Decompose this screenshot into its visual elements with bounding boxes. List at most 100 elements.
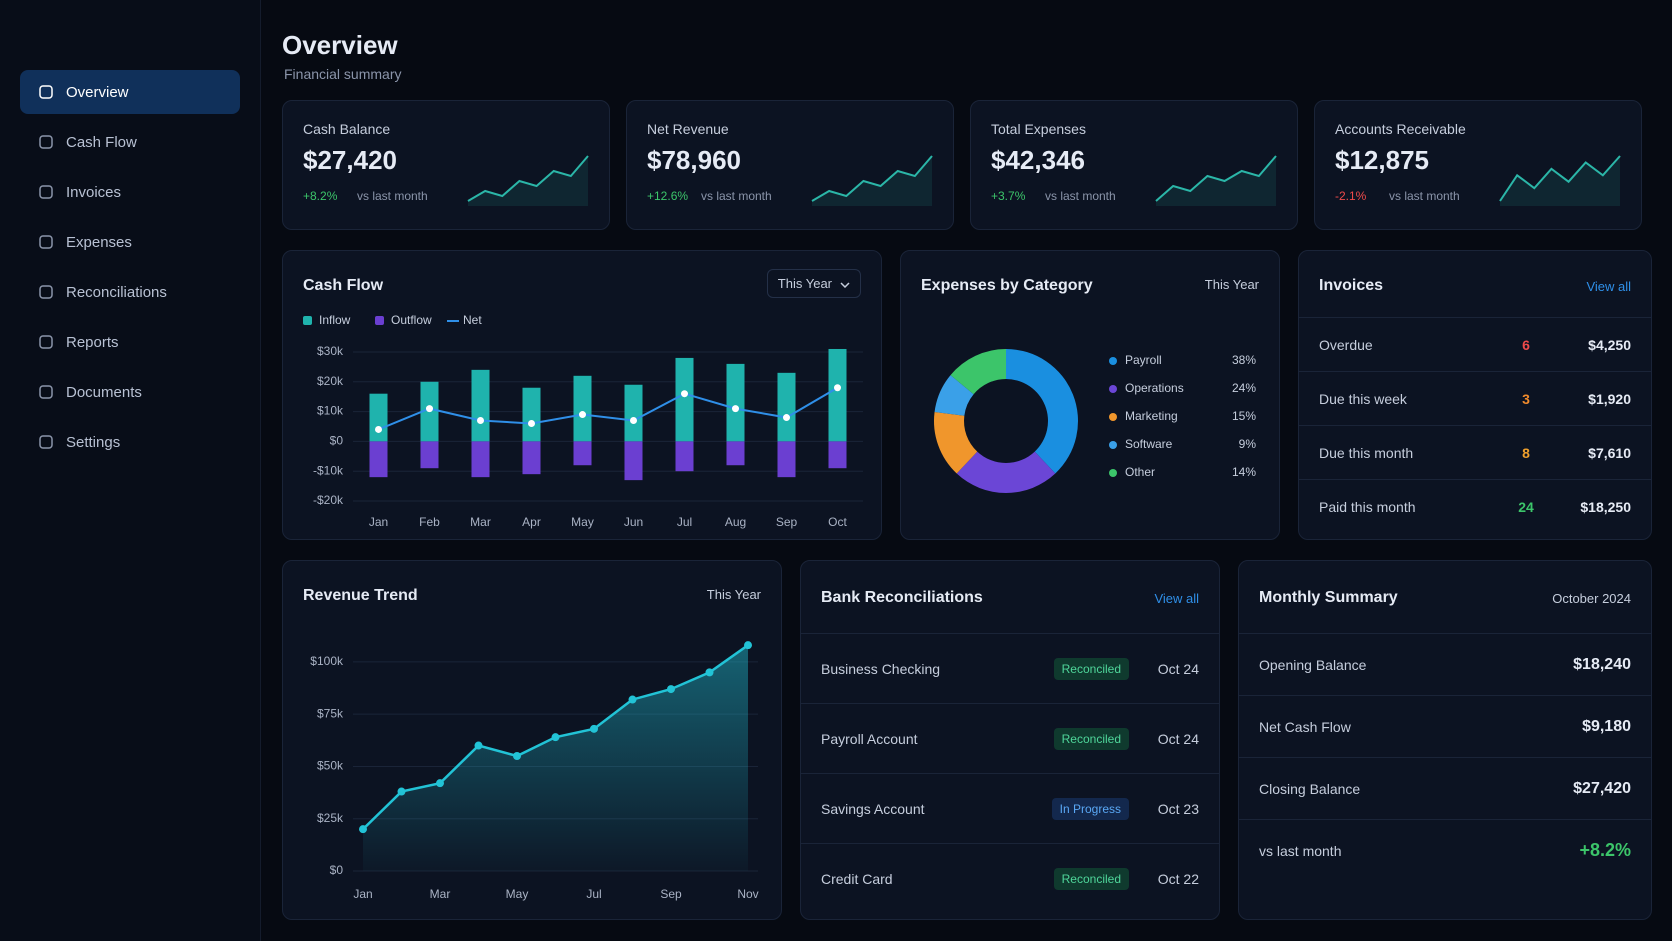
icon-shape xyxy=(39,135,53,149)
sparkline-area xyxy=(468,156,588,206)
kpi-change: +8.2% xyxy=(303,189,338,203)
legend-label: Marketing xyxy=(1125,409,1178,423)
x-tick-label: Apr xyxy=(522,515,541,529)
revenue-card: Revenue Trend This Year $0 $25k $50k $75k $100… xyxy=(282,560,782,920)
invoice-label: Due this week xyxy=(1319,390,1407,407)
revenue-point xyxy=(551,733,560,742)
invoices-card: Invoices View all Overdue 6 $4,250 Due this w… xyxy=(1298,250,1652,540)
reconciliation-row: Credit Card Reconciled Oct 22 xyxy=(801,843,1219,913)
value-label: 15% xyxy=(1232,409,1256,423)
x-tick-label: Nov xyxy=(737,887,758,901)
nav-item[interactable]: Reports xyxy=(20,320,240,364)
summary-label: Closing Balance xyxy=(1259,780,1361,797)
y-tick-label: $10k xyxy=(317,404,344,418)
icon-shape xyxy=(39,335,53,349)
legend-dot xyxy=(1109,469,1117,477)
invoice-row: Due this week 3 $1,920 xyxy=(1299,371,1651,425)
value-label: 9% xyxy=(1239,437,1257,451)
x-tick-label: Aug xyxy=(725,515,746,529)
card-title: Revenue Trend xyxy=(303,587,418,604)
status-badge: Reconciled xyxy=(1053,867,1129,890)
account-name: Business Checking xyxy=(821,660,941,677)
kpi-value: $42,346 xyxy=(991,145,1085,175)
sparkline-line xyxy=(811,155,933,202)
nav-icon xyxy=(39,435,53,449)
chart: Inflow Outflow Net $30k $20k $10k $0 -$10k -$20k… xyxy=(303,313,863,529)
bar xyxy=(573,441,592,466)
card-title: Monthly Summary xyxy=(1259,589,1398,606)
account-name: Savings Account xyxy=(821,800,925,817)
kpi-value: $27,420 xyxy=(303,145,397,175)
nav-icon xyxy=(39,235,53,249)
nav-item[interactable]: Cash Flow xyxy=(20,120,240,164)
sidebar: Overview Cash Flow Invoices Expenses Reconci… xyxy=(0,0,261,941)
legend-dot xyxy=(1109,385,1117,393)
nav-icon xyxy=(39,85,53,99)
nav-item[interactable]: Expenses xyxy=(20,220,240,264)
x-tick-label: Jul xyxy=(586,887,601,901)
revenue-point xyxy=(744,641,752,650)
kpi-value: $12,875 xyxy=(1335,145,1429,175)
invoice-amount: $7,610 xyxy=(1588,444,1631,461)
invoice-row: Overdue 6 $4,250 xyxy=(1299,317,1651,371)
invoice-label: Due this month xyxy=(1319,444,1414,461)
invoice-row: Paid this month 24 $18,250 xyxy=(1299,479,1651,533)
donut-segment xyxy=(1006,349,1078,474)
invoice-label: Overdue xyxy=(1319,336,1373,353)
legend-marker xyxy=(375,316,384,325)
kpi-label: Total Expenses xyxy=(991,121,1086,137)
summary-label: Opening Balance xyxy=(1259,656,1367,673)
bar xyxy=(471,441,490,478)
icon-shape xyxy=(39,435,53,449)
view-all-link[interactable]: View all xyxy=(1586,279,1631,294)
sparkline-area xyxy=(1500,156,1620,206)
x-tick-label: Jul xyxy=(677,515,692,529)
cash-flow-card: Cash Flow This Year Inflow Outflow Net $30k $2… xyxy=(282,250,882,540)
net-point xyxy=(630,417,637,425)
nav-item[interactable]: Invoices xyxy=(20,170,240,214)
revenue-point xyxy=(705,668,714,677)
invoice-count: 3 xyxy=(1522,390,1530,407)
summary-value: $9,180 xyxy=(1582,717,1631,735)
view-all-link[interactable]: View all xyxy=(1154,591,1199,606)
invoice-amount: $4,250 xyxy=(1588,336,1631,353)
sparkline-line xyxy=(467,155,589,202)
x-tick-label: Mar xyxy=(470,515,491,529)
card-title: Cash Flow xyxy=(303,277,384,294)
reconciliation-date: Oct 24 xyxy=(1157,730,1199,747)
value-label: 14% xyxy=(1232,465,1256,479)
icon-shape xyxy=(39,385,53,399)
revenue-point xyxy=(436,779,444,788)
sparkline-line xyxy=(1499,155,1621,202)
nav-item[interactable]: Settings xyxy=(20,420,240,464)
bar xyxy=(675,441,694,472)
x-tick-label: May xyxy=(571,515,594,529)
reconciliation-row: Business Checking Reconciled Oct 24 xyxy=(801,633,1219,703)
nav-item[interactable]: Reconciliations xyxy=(20,270,240,314)
donut-segment xyxy=(934,375,974,416)
legend-dot xyxy=(1109,413,1117,421)
kpi-value: $78,960 xyxy=(647,145,741,175)
dropdown-arrow xyxy=(840,282,850,288)
x-tick-label: Sep xyxy=(776,515,798,529)
bar xyxy=(624,441,643,481)
status-badge: Reconciled xyxy=(1053,727,1129,750)
kpi-change-text: vs last month xyxy=(1389,189,1460,203)
invoice-row: Due this month 8 $7,610 xyxy=(1299,425,1651,479)
card-title: Expenses by Category xyxy=(921,277,1093,294)
period-selector[interactable]: This Year xyxy=(766,269,861,298)
reconciliation-row: Payroll Account Reconciled Oct 24 xyxy=(801,703,1219,773)
period-label: October 2024 xyxy=(1552,591,1631,606)
x-tick-label: Jan xyxy=(369,515,388,529)
nav-item[interactable]: Documents xyxy=(20,370,240,414)
x-tick-label: Jan xyxy=(353,887,372,901)
nav-item[interactable]: Overview xyxy=(20,70,240,114)
page-title: Overview xyxy=(282,30,398,60)
summary-row: Closing Balance $27,420 xyxy=(1239,757,1651,819)
bar xyxy=(675,357,694,442)
kpi-change: +12.6% xyxy=(647,189,689,203)
invoice-count: 24 xyxy=(1518,498,1534,515)
kpi-label: Cash Balance xyxy=(303,121,391,137)
legend-label: Net xyxy=(463,313,482,327)
bar xyxy=(369,441,388,478)
